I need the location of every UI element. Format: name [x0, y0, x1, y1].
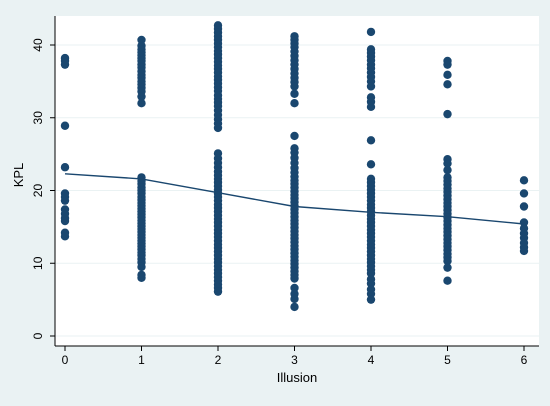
data-point — [443, 80, 452, 89]
data-point — [366, 136, 376, 145]
data-point — [213, 287, 223, 296]
data-point — [60, 232, 70, 241]
x-axis-title: Illusion — [277, 370, 317, 385]
fit-line — [64, 173, 525, 225]
y-tick-label: 10 — [31, 256, 45, 270]
data-point — [137, 273, 146, 282]
data-point — [290, 302, 299, 312]
data-point — [366, 160, 376, 169]
data-point — [443, 70, 452, 80]
data-point — [443, 60, 452, 69]
y-tick-label: 30 — [31, 111, 45, 125]
data-point — [366, 102, 376, 112]
data-point — [290, 294, 299, 304]
fit-line-group — [64, 173, 525, 225]
data-point — [290, 283, 299, 293]
data-point — [60, 60, 70, 69]
x-tick-label: 5 — [444, 353, 451, 367]
data-point — [366, 82, 376, 91]
data-point — [519, 202, 529, 211]
data-point — [443, 256, 452, 266]
data-point — [443, 159, 452, 168]
x-tick-label: 1 — [138, 353, 145, 367]
data-point — [443, 165, 452, 175]
data-point — [137, 35, 146, 45]
y-tick-label: 0 — [31, 332, 45, 339]
data-point — [519, 176, 529, 185]
data-point — [519, 246, 529, 256]
data-point — [366, 269, 376, 278]
x-tick-label: 3 — [291, 353, 298, 367]
data-point — [60, 163, 70, 172]
data-point — [443, 276, 452, 285]
data-point — [366, 295, 376, 304]
data-points — [60, 21, 529, 312]
data-point — [443, 263, 452, 272]
data-point — [137, 99, 146, 108]
data-point — [60, 216, 70, 226]
y-tick-label: 20 — [31, 184, 45, 198]
data-point — [137, 262, 146, 272]
data-point — [60, 121, 70, 130]
data-point — [290, 131, 299, 141]
data-point — [290, 89, 299, 98]
y-tick-label: 40 — [31, 38, 45, 52]
data-point — [366, 289, 376, 299]
x-tick-label: 2 — [215, 353, 222, 367]
data-point — [366, 27, 376, 37]
data-point — [519, 218, 529, 227]
data-point — [213, 123, 223, 133]
data-point — [290, 274, 299, 283]
data-point — [443, 109, 452, 119]
data-point — [519, 189, 529, 198]
x-tick-label: 4 — [368, 353, 375, 367]
data-point — [366, 279, 376, 288]
data-point — [290, 82, 299, 91]
x-tick-label: 6 — [521, 353, 528, 367]
data-point — [137, 92, 146, 101]
axes: 0 10 20 30 40 0 1 2 3 4 5 6 — [31, 16, 539, 367]
y-axis-title: KPL — [11, 163, 26, 188]
x-tick-label: 0 — [62, 353, 69, 367]
data-point — [290, 99, 299, 108]
data-point — [60, 196, 70, 205]
